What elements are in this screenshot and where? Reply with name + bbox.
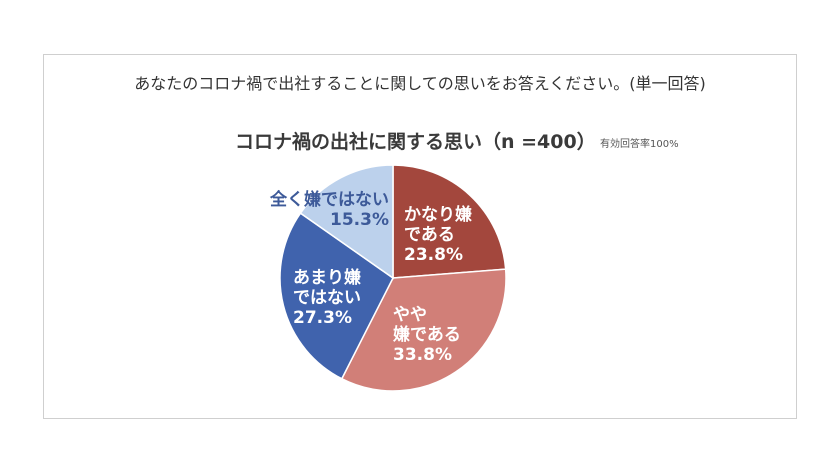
pie-slice-2 (279, 212, 394, 380)
slice-value: 33.8% (393, 345, 452, 365)
chart-title: コロナ禍の出社に関する思い（n =400） (235, 131, 596, 153)
survey-question: あなたのコロナ禍で出社することに関しての思いをお答えください。(単一回答) (134, 74, 706, 93)
slice-value: 27.3% (293, 308, 352, 328)
slice-label-mattaku-iya-dewanai: 全く嫌ではない 15.3% (265, 190, 389, 230)
slice-label-line: あまり嫌 (293, 268, 361, 288)
pie-slice-0 (392, 164, 507, 279)
slice-value: 23.8% (404, 245, 463, 265)
slice-label-line: ではない (293, 288, 361, 308)
slice-label-line: 全く嫌ではない (270, 190, 389, 210)
slice-label-yaya-iya: やや 嫌である 33.8% (393, 305, 461, 365)
response-rate-note: 有効回答率100% (600, 139, 679, 150)
pie-slice-3 (299, 164, 394, 280)
slice-label-amari-iya-dewanai: あまり嫌 ではない 27.3% (293, 268, 361, 328)
slice-label-line: 嫌である (393, 325, 461, 345)
slice-label-line: かなり嫌 (404, 205, 472, 225)
slice-label-kanari-iya: かなり嫌 である 23.8% (404, 205, 472, 265)
slice-label-line: やや (393, 305, 427, 325)
slice-label-line: である (404, 225, 455, 245)
slice-value: 15.3% (330, 210, 389, 230)
